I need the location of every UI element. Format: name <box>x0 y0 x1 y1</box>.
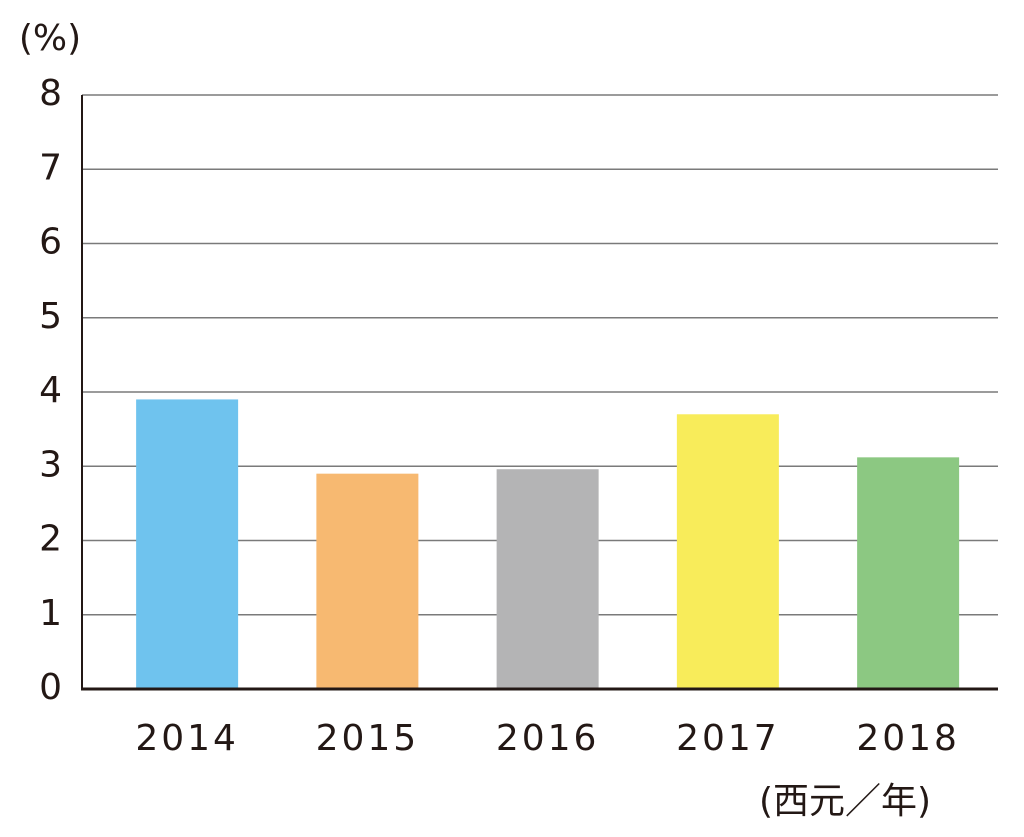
y-tick-label: 3 <box>39 444 62 485</box>
x-tick-label: 2015 <box>316 718 420 759</box>
y-tick-label: 6 <box>39 222 62 263</box>
x-tick-label: 2016 <box>496 718 600 759</box>
y-tick-label: 5 <box>39 296 62 337</box>
bar <box>676 414 779 689</box>
y-tick-label: 0 <box>39 667 62 708</box>
y-tick-label: 1 <box>39 593 62 634</box>
bar <box>316 473 419 689</box>
y-tick-label: 4 <box>39 370 62 411</box>
y-tick-label: 2 <box>39 519 62 560</box>
bar <box>496 469 599 689</box>
y-tick-label: 8 <box>39 73 62 114</box>
bar <box>136 399 239 689</box>
x-tick-label: 2014 <box>135 718 239 759</box>
y-tick-label: 7 <box>39 147 62 188</box>
x-axis-label: (西元／年) <box>759 781 931 822</box>
x-tick-label: 2017 <box>676 718 780 759</box>
bar <box>857 457 960 689</box>
y-axis-label: (%) <box>19 18 81 59</box>
x-tick-label: 2018 <box>856 718 960 759</box>
